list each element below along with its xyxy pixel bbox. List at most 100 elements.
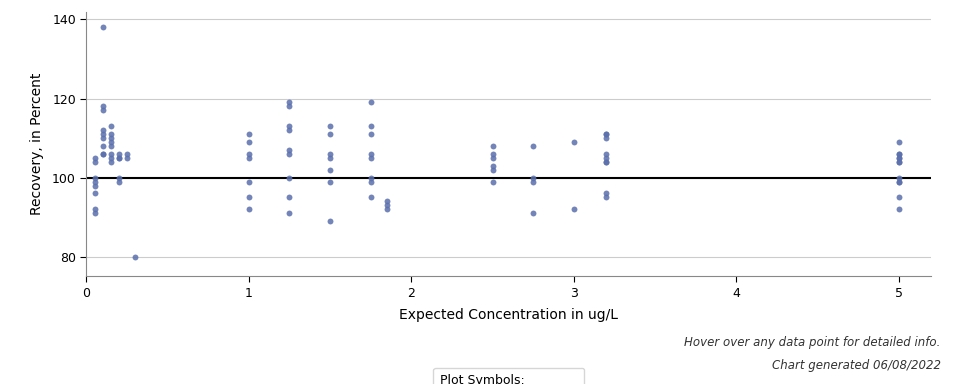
Point [485, 179, 500, 185]
Point [599, 190, 614, 197]
Point [599, 151, 614, 157]
Point [111, 175, 127, 181]
Point [891, 151, 906, 157]
Point [891, 179, 906, 185]
Y-axis label: Recovery, in Percent: Recovery, in Percent [30, 73, 44, 215]
Point [891, 155, 906, 161]
Point [95, 143, 110, 149]
Point [485, 167, 500, 173]
Point [485, 143, 500, 149]
Point [86, 175, 102, 181]
Point [241, 151, 256, 157]
Point [363, 175, 378, 181]
Point [86, 182, 102, 189]
Point [282, 127, 298, 133]
Point [111, 155, 127, 161]
Point [282, 151, 298, 157]
Point [323, 155, 338, 161]
Point [103, 131, 118, 137]
X-axis label: Expected Concentration in ug/L: Expected Concentration in ug/L [399, 308, 618, 322]
Point [323, 131, 338, 137]
Point [599, 131, 614, 137]
Point [379, 202, 395, 209]
Point [323, 218, 338, 224]
Point [128, 254, 143, 260]
Point [599, 159, 614, 165]
Point [241, 179, 256, 185]
Point [103, 155, 118, 161]
Point [86, 159, 102, 165]
Point [599, 131, 614, 137]
Point [111, 151, 127, 157]
Point [241, 194, 256, 200]
Point [86, 190, 102, 197]
Point [103, 159, 118, 165]
Point [599, 155, 614, 161]
Point [282, 123, 298, 129]
Point [95, 103, 110, 109]
Point [891, 155, 906, 161]
Point [119, 151, 134, 157]
Point [95, 135, 110, 141]
Point [485, 155, 500, 161]
Point [363, 131, 378, 137]
Point [599, 194, 614, 200]
Point [282, 99, 298, 106]
Point [891, 179, 906, 185]
Point [95, 151, 110, 157]
Point [323, 179, 338, 185]
Point [363, 179, 378, 185]
Point [282, 147, 298, 153]
Point [525, 210, 540, 216]
Point [103, 135, 118, 141]
Legend: Percent Recovery: Percent Recovery [434, 367, 584, 384]
Point [599, 135, 614, 141]
Point [119, 155, 134, 161]
Point [485, 151, 500, 157]
Point [241, 155, 256, 161]
Point [282, 210, 298, 216]
Point [282, 175, 298, 181]
Point [95, 24, 110, 30]
Point [891, 139, 906, 145]
Point [379, 198, 395, 204]
Point [525, 143, 540, 149]
Point [95, 151, 110, 157]
Point [86, 155, 102, 161]
Point [566, 206, 582, 212]
Point [241, 139, 256, 145]
Point [111, 155, 127, 161]
Point [95, 107, 110, 113]
Point [485, 163, 500, 169]
Point [891, 159, 906, 165]
Point [363, 151, 378, 157]
Text: Hover over any data point for detailed info.: Hover over any data point for detailed i… [684, 336, 941, 349]
Point [241, 206, 256, 212]
Point [323, 123, 338, 129]
Point [323, 151, 338, 157]
Point [891, 159, 906, 165]
Point [891, 151, 906, 157]
Point [282, 103, 298, 109]
Point [282, 194, 298, 200]
Point [891, 206, 906, 212]
Point [103, 123, 118, 129]
Point [103, 151, 118, 157]
Point [379, 206, 395, 212]
Point [111, 179, 127, 185]
Point [86, 179, 102, 185]
Point [525, 179, 540, 185]
Point [363, 155, 378, 161]
Point [95, 131, 110, 137]
Point [363, 194, 378, 200]
Point [103, 139, 118, 145]
Point [86, 210, 102, 216]
Point [525, 175, 540, 181]
Point [241, 131, 256, 137]
Point [86, 206, 102, 212]
Point [95, 127, 110, 133]
Point [323, 167, 338, 173]
Text: Chart generated 06/08/2022: Chart generated 06/08/2022 [772, 359, 941, 372]
Point [891, 194, 906, 200]
Point [103, 143, 118, 149]
